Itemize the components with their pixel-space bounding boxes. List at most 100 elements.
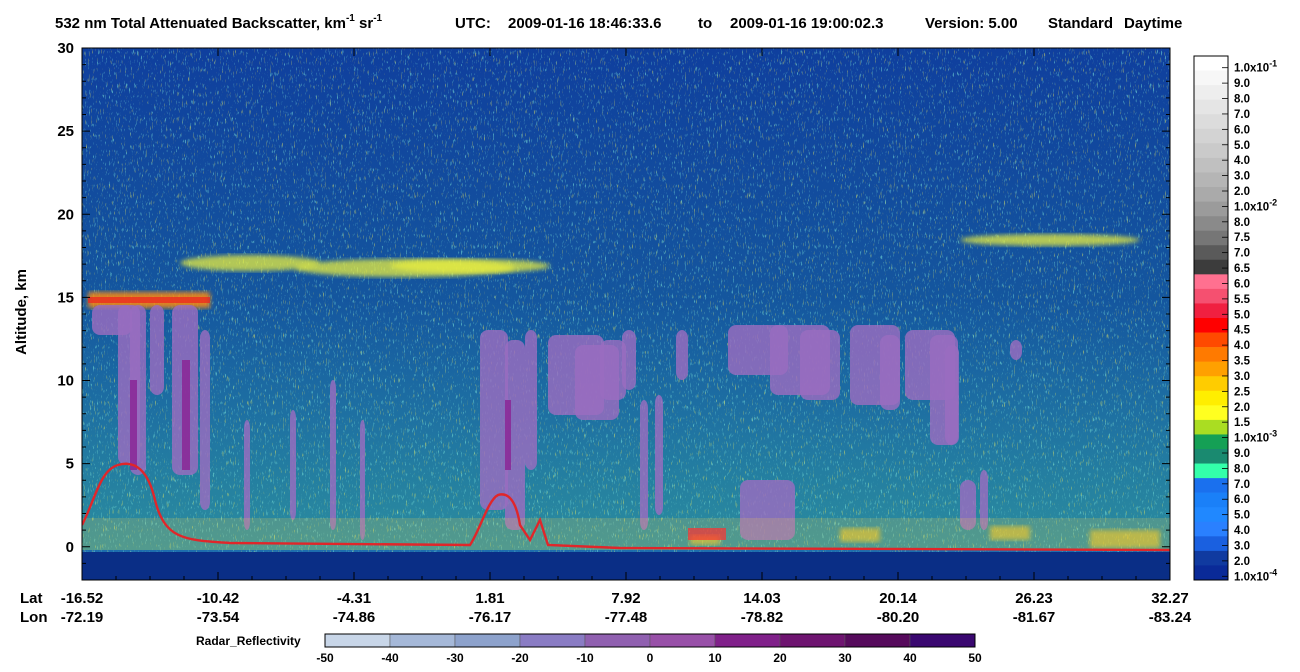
colorbar-swatch: [1194, 70, 1228, 86]
haze-layer: [390, 259, 550, 273]
utc-label: UTC:: [455, 15, 491, 32]
standard-label: Standard: [1048, 15, 1113, 32]
radar-tick-label: -50: [316, 651, 334, 665]
y-axis-label: Altitude, km: [13, 269, 30, 355]
radar-tick-label: 10: [708, 651, 722, 665]
y-tick-label: 25: [57, 123, 74, 140]
radar-core: [182, 360, 190, 470]
radar-cloud: [480, 330, 508, 510]
colorbar-swatch: [1194, 536, 1228, 552]
radar-tick-label: -30: [446, 651, 464, 665]
low-aerosol: [1090, 530, 1160, 548]
colorbar-swatch: [1194, 492, 1228, 508]
lat-tick-label: -16.52: [61, 590, 104, 607]
colorbar-swatch: [1194, 318, 1228, 333]
low-aerosol: [840, 528, 880, 542]
lon-tick-label: -77.48: [605, 609, 648, 626]
chart-title: 532 nm Total Attenuated Backscatter, km-…: [55, 13, 383, 32]
colorbar-label: 3.0: [1234, 171, 1250, 183]
title-product: 532 nm Total Attenuated Backscatter, km: [55, 15, 346, 32]
colorbar-label: 9.0: [1234, 78, 1250, 90]
radar-tick-label: -10: [576, 651, 594, 665]
radar-tick-label: 50: [968, 651, 982, 665]
colorbar-label: 1.0x10-1: [1234, 59, 1277, 75]
radar-cloud: [676, 330, 688, 380]
y-tick-label: 30: [57, 40, 74, 57]
cloud-features: [82, 234, 1170, 552]
radar-cloud: [640, 400, 648, 530]
colorbar-swatch: [1194, 99, 1228, 115]
radar-swatch: [779, 633, 846, 648]
colorbar-swatch: [1194, 259, 1228, 275]
colorbar-label: 2.0: [1234, 402, 1250, 414]
radar-cloud: [525, 330, 537, 470]
radar-tick-label: -20: [511, 651, 529, 665]
lat-tick-label: 7.92: [611, 590, 640, 607]
lon-tick-label: -83.24: [1149, 609, 1192, 626]
colorbar-swatch: [1194, 449, 1228, 464]
lat-tick-label: 32.27: [1151, 590, 1189, 607]
colorbar-label: 5.0: [1234, 140, 1250, 152]
radar-reflectivity-colorbar: -50 -40 -30 -20 -10 0 10 20 30 40 50: [316, 633, 982, 665]
radar-cloud: [150, 305, 164, 395]
colorbar-swatch: [1194, 245, 1228, 261]
colorbar-label: 1.0x10-2: [1234, 197, 1277, 213]
colorbar-swatch: [1194, 143, 1228, 159]
radar-cloud: [740, 480, 795, 540]
lat-tick-label: 1.81: [475, 590, 504, 607]
colorbar-swatch: [1194, 201, 1228, 217]
lon-tick-label: -80.20: [877, 609, 920, 626]
radar-cloud: [290, 410, 296, 520]
colorbar-label: 6.0: [1234, 278, 1250, 290]
lat-tick-label: -4.31: [337, 590, 371, 607]
boundary-layer: [82, 518, 1170, 550]
radar-tick-label: -40: [381, 651, 399, 665]
colorbar-label: 7.0: [1234, 109, 1250, 121]
colorbar-swatch: [1194, 172, 1228, 188]
colorbar-swatch: [1194, 332, 1228, 348]
colorbar-label: 2.5: [1234, 386, 1251, 398]
y-axis: 30 25 20 15 10 5 0: [57, 40, 1170, 581]
lon-tick-label: -76.17: [469, 609, 512, 626]
utc-to: to: [698, 15, 712, 32]
colorbar-label: 4.5: [1234, 325, 1251, 337]
colorbar-swatch: [1194, 478, 1228, 493]
version-label: Version: 5.00: [925, 15, 1018, 32]
colorbar-label: 7.0: [1234, 479, 1250, 491]
colorbar-swatch: [1194, 85, 1228, 100]
colorbar-label: 3.5: [1234, 356, 1251, 368]
lon-tick-label: -78.82: [741, 609, 784, 626]
surface-return-line: [82, 462, 1170, 552]
colorbar-swatch: [1194, 216, 1228, 231]
lon-tick-label: -81.67: [1013, 609, 1056, 626]
colorbar-label: 8.0: [1234, 94, 1250, 106]
colorbar-label: 3.0: [1234, 540, 1250, 552]
colorbar-swatch: [1194, 507, 1228, 523]
haze-layer: [180, 255, 320, 271]
radar-core: [505, 400, 511, 470]
colorbar-label: 2.0: [1234, 556, 1250, 568]
radar-swatch: [519, 633, 586, 648]
colorbar-label: 1.5: [1234, 417, 1251, 429]
y-tick-label: 0: [66, 539, 74, 556]
radar-swatch: [324, 633, 391, 648]
radar-swatch: [649, 633, 716, 648]
radar-tick-label: 20: [773, 651, 787, 665]
colorbar-label: 6.5: [1234, 263, 1251, 275]
heatmap-noise-yellow: [82, 48, 1170, 580]
radar-swatch: [909, 633, 976, 648]
colorbar-label: 5.5: [1234, 294, 1251, 306]
radar-cloud: [244, 420, 250, 530]
radar-cloud: [200, 330, 210, 510]
colorbar-label: 6.0: [1234, 124, 1250, 136]
haze-layer: [960, 234, 1140, 246]
radar-cloud: [505, 340, 525, 530]
colorbar-label: 4.0: [1234, 155, 1250, 167]
lon-tick-label: -73.54: [197, 609, 240, 626]
title-unit-exp1: -1: [346, 13, 355, 24]
radar-swatch: [389, 633, 456, 648]
colorbar-swatch: [1194, 463, 1228, 479]
utc-end: 2009-01-16 19:00:02.3: [730, 15, 883, 32]
colorbar-label: 4.0: [1234, 340, 1250, 352]
radar-swatch: [584, 633, 651, 648]
